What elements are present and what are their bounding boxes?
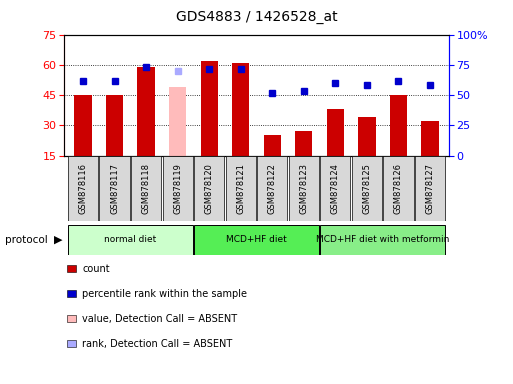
Bar: [226, 156, 256, 221]
Bar: [74, 95, 92, 156]
Bar: [131, 156, 161, 221]
Text: GSM878121: GSM878121: [236, 163, 245, 214]
Text: MCD+HF diet with metformin: MCD+HF diet with metformin: [316, 235, 449, 245]
Text: percentile rank within the sample: percentile rank within the sample: [82, 289, 247, 299]
Bar: [68, 225, 193, 255]
Text: rank, Detection Call = ABSENT: rank, Detection Call = ABSENT: [82, 339, 232, 349]
Text: value, Detection Call = ABSENT: value, Detection Call = ABSENT: [82, 314, 237, 324]
Bar: [421, 121, 439, 156]
Bar: [320, 225, 445, 255]
Bar: [106, 95, 123, 156]
Bar: [289, 156, 319, 221]
Text: GSM878124: GSM878124: [331, 163, 340, 214]
Bar: [327, 109, 344, 156]
Text: normal diet: normal diet: [104, 235, 156, 245]
Bar: [163, 156, 193, 221]
Text: GSM878122: GSM878122: [268, 163, 277, 214]
Bar: [194, 156, 224, 221]
Text: GSM878119: GSM878119: [173, 163, 182, 214]
Bar: [169, 87, 186, 156]
Text: GDS4883 / 1426528_at: GDS4883 / 1426528_at: [175, 10, 338, 23]
Bar: [383, 156, 413, 221]
Text: GSM878120: GSM878120: [205, 163, 214, 214]
Bar: [264, 136, 281, 156]
Bar: [415, 156, 445, 221]
Bar: [232, 63, 249, 156]
Text: GSM878125: GSM878125: [362, 163, 371, 214]
Text: GSM878126: GSM878126: [394, 163, 403, 214]
Text: protocol: protocol: [5, 235, 48, 245]
Text: GSM878123: GSM878123: [299, 163, 308, 214]
Bar: [194, 225, 319, 255]
Bar: [257, 156, 287, 221]
Bar: [295, 131, 312, 156]
Bar: [352, 156, 382, 221]
Bar: [68, 156, 98, 221]
Bar: [320, 156, 350, 221]
Bar: [390, 95, 407, 156]
Text: GSM878116: GSM878116: [78, 163, 88, 214]
Text: GSM878117: GSM878117: [110, 163, 119, 214]
Text: GSM878118: GSM878118: [142, 163, 151, 214]
Bar: [100, 156, 130, 221]
Bar: [358, 117, 376, 156]
Bar: [137, 67, 155, 156]
Text: ▶: ▶: [54, 235, 63, 245]
Text: MCD+HF diet: MCD+HF diet: [226, 235, 287, 245]
Bar: [201, 61, 218, 156]
Text: count: count: [82, 264, 110, 274]
Text: GSM878127: GSM878127: [425, 163, 435, 214]
